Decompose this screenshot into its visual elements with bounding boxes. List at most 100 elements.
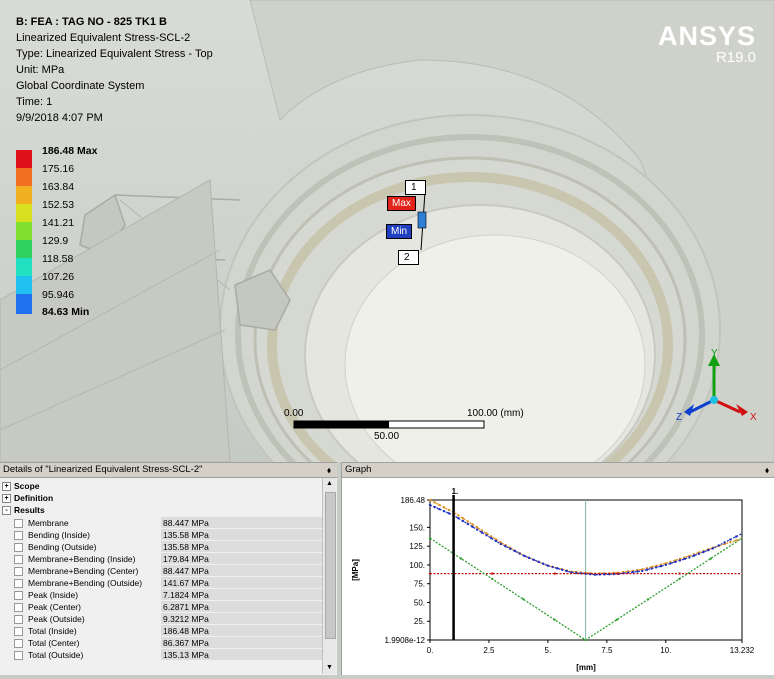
- result-row[interactable]: Total (Center) 86.367 MPa: [0, 637, 323, 649]
- details-pane: Details of "Linearized Equivalent Stress…: [0, 462, 337, 675]
- result-unit: Unit: MPa: [16, 64, 65, 76]
- y-axis-label: [MPa]: [351, 559, 360, 581]
- min-value-tag[interactable]: Min: [386, 224, 413, 239]
- result-value: 6.2871 MPa: [161, 601, 323, 612]
- pin-icon[interactable]: ⬧: [764, 465, 769, 475]
- model-geometry: [0, 0, 774, 462]
- y-tick-label: 100.: [409, 561, 425, 570]
- result-row[interactable]: Bending (Inside) 135.58 MPa: [0, 529, 323, 541]
- probe-marker-label: 1.: [452, 487, 459, 496]
- parameter-checkbox[interactable]: [14, 555, 23, 564]
- result-row[interactable]: Membrane 88.447 MPa: [0, 517, 323, 529]
- result-row[interactable]: Total (Outside) 135.13 MPa: [0, 649, 323, 661]
- legend-label: 107.26: [42, 271, 75, 283]
- series-point: [678, 572, 681, 575]
- series-point: [522, 598, 525, 601]
- legend-band: [16, 222, 32, 240]
- series-point: [475, 526, 479, 529]
- group-label: Results: [14, 505, 45, 515]
- legend-label: 175.16: [42, 163, 75, 175]
- series-point: [428, 572, 432, 575]
- result-name: Membrane+Bending (Inside): [28, 554, 136, 564]
- pin-icon[interactable]: ⬧: [326, 465, 331, 475]
- brand-name: ANSYS: [657, 21, 756, 51]
- details-group-definition[interactable]: + Definition: [0, 492, 321, 504]
- result-date: 9/9/2018 4:07 PM: [16, 112, 103, 124]
- x-tick-label: 7.5: [601, 646, 613, 655]
- result-row[interactable]: Bending (Outside) 135.58 MPa: [0, 541, 323, 553]
- result-name: Peak (Outside): [28, 614, 85, 624]
- parameter-checkbox[interactable]: [14, 543, 23, 552]
- coordinate-system: Global Coordinate System: [16, 80, 145, 92]
- series-point: [480, 529, 484, 532]
- series-point: [688, 556, 691, 559]
- details-scrollbar[interactable]: ▲ ▼: [322, 478, 336, 674]
- parameter-checkbox[interactable]: [14, 579, 23, 588]
- series-point: [729, 541, 732, 544]
- group-label: Definition: [14, 493, 54, 503]
- series-point: [641, 569, 644, 573]
- result-row[interactable]: Membrane+Bending (Center) 88.447 MPa: [0, 565, 323, 577]
- result-row[interactable]: Peak (Center) 6.2871 MPa: [0, 601, 323, 613]
- series-point: [471, 523, 474, 526]
- result-row[interactable]: Total (Inside) 186.48 MPa: [0, 625, 323, 637]
- series-point: [438, 503, 441, 507]
- result-name: Membrane+Bending (Outside): [28, 578, 143, 588]
- x-tick-label: 2.5: [483, 646, 495, 655]
- parameter-checkbox[interactable]: [14, 591, 23, 600]
- series-point: [669, 562, 672, 565]
- result-value: 7.1824 MPa: [161, 589, 323, 600]
- scale-bar-end: 100.00 (mm): [467, 408, 524, 419]
- graphics-viewport[interactable]: B: FEA : TAG NO - 825 TK1 B Linearized E…: [0, 0, 774, 462]
- scroll-down-icon[interactable]: ▼: [326, 664, 333, 671]
- result-value: 135.58 MPa: [161, 529, 323, 540]
- series-point: [471, 525, 474, 528]
- series-point: [537, 560, 540, 563]
- series-point: [645, 568, 649, 571]
- result-row[interactable]: Membrane+Bending (Inside) 179.84 MPa: [0, 553, 323, 565]
- details-group-scope[interactable]: + Scope: [0, 480, 321, 492]
- series-point: [678, 577, 681, 581]
- series-point: [717, 544, 720, 547]
- x-tick-label: 5.: [545, 646, 552, 655]
- x-tick-label: 10.: [660, 646, 671, 655]
- scroll-up-icon[interactable]: ▲: [326, 480, 333, 487]
- parameter-checkbox[interactable]: [14, 627, 23, 636]
- expand-icon[interactable]: +: [2, 494, 11, 503]
- result-row[interactable]: Peak (Inside) 7.1824 MPa: [0, 589, 323, 601]
- result-value: 186.48 MPa: [161, 625, 323, 636]
- series-point: [433, 505, 436, 509]
- parameter-checkbox[interactable]: [14, 615, 23, 624]
- y-tick-label: 150.: [409, 523, 425, 532]
- probe-point-2-tag[interactable]: 2: [398, 250, 419, 265]
- probe-point-1-tag[interactable]: 1: [405, 180, 426, 195]
- max-value-tag[interactable]: Max: [387, 196, 416, 211]
- parameter-checkbox[interactable]: [14, 519, 23, 528]
- series-point: [494, 539, 498, 543]
- result-object-name: Linearized Equivalent Stress-SCL-2: [16, 32, 191, 44]
- graph-pane-header: Graph ⬧: [342, 463, 774, 478]
- result-row[interactable]: Membrane+Bending (Outside) 141.67 MPa: [0, 577, 323, 589]
- legend-label: 141.21: [42, 217, 75, 229]
- result-name: Total (Inside): [28, 626, 77, 636]
- series-point: [734, 535, 738, 538]
- series-point: [553, 572, 556, 575]
- expand-icon[interactable]: +: [2, 482, 11, 491]
- linearized-stress-chart[interactable]: 186.48 150. 125. 100. 75. 50. 25. 1.9908e-120. 2…: [342, 478, 774, 674]
- parameter-checkbox[interactable]: [14, 603, 23, 612]
- result-row[interactable]: Peak (Outside) 9.3212 MPa: [0, 613, 323, 625]
- scrollbar-thumb[interactable]: [325, 492, 336, 639]
- x-tick-label: 13.232: [730, 646, 755, 655]
- scale-bar-start: 0.00: [284, 408, 304, 419]
- result-value: 141.67 MPa: [161, 577, 323, 588]
- collapse-icon[interactable]: -: [2, 506, 11, 515]
- series-point: [518, 552, 521, 555]
- details-group-results[interactable]: - Results: [0, 504, 321, 516]
- series-point: [711, 547, 715, 550]
- parameter-checkbox[interactable]: [14, 531, 23, 540]
- series-point: [541, 562, 545, 565]
- legend-band: [16, 186, 32, 204]
- parameter-checkbox[interactable]: [14, 567, 23, 576]
- parameter-checkbox[interactable]: [14, 639, 23, 648]
- parameter-checkbox[interactable]: [14, 651, 23, 660]
